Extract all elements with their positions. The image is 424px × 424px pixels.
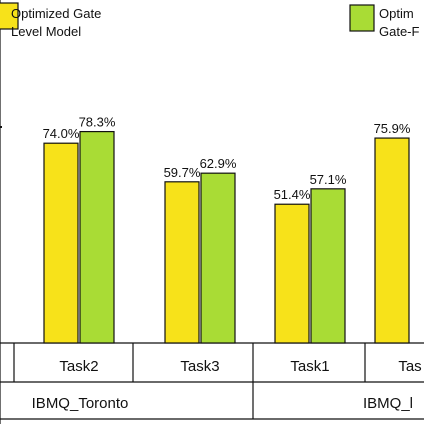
legend-label: Optimized Gate <box>11 6 101 21</box>
data-label: 62.9% <box>200 156 237 171</box>
bar-series0-task3 <box>164 181 200 344</box>
data-label: 75.9% <box>374 121 411 136</box>
data-label: 59.7% <box>164 165 201 180</box>
bar-series1-task1 <box>310 188 346 344</box>
y-axis-tick-mark <box>0 126 2 128</box>
legend-swatch <box>0 2 19 30</box>
bar-series0-task2 <box>43 142 79 344</box>
legend-swatch <box>349 4 375 32</box>
bar-series0-tas <box>374 137 410 344</box>
data-label: 51.4% <box>274 187 311 202</box>
bar-series0-task1 <box>274 203 310 344</box>
legend-label: Gate-F <box>379 24 420 39</box>
data-label: 74.0% <box>43 126 80 141</box>
category-label: Tas <box>398 358 421 375</box>
bar-series1-task2 <box>79 130 115 344</box>
group-label: IBMQ_l <box>363 395 413 412</box>
category-label: Task3 <box>180 358 219 375</box>
category-label: Task2 <box>59 358 98 375</box>
data-label: 78.3% <box>79 115 116 130</box>
legend-label: Optim <box>379 6 414 21</box>
legend-label: Level Model <box>11 24 81 39</box>
data-label: 57.1% <box>310 172 347 187</box>
bar-series1-task3 <box>200 172 236 344</box>
category-label: Task1 <box>290 358 329 375</box>
group-label: IBMQ_Toronto <box>32 395 129 412</box>
